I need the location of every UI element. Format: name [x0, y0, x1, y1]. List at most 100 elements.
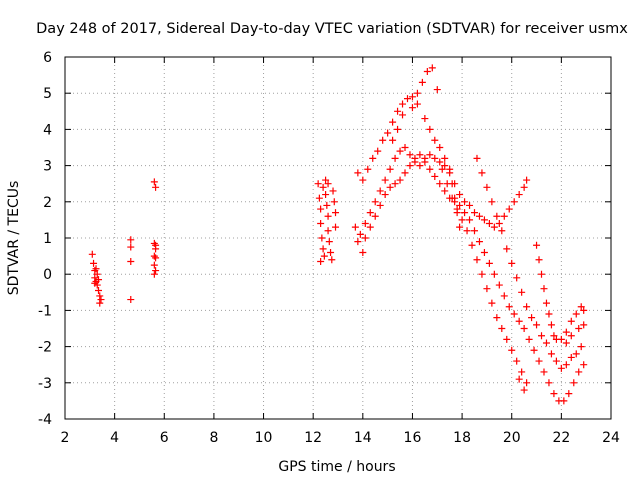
- x-tick-label: 20: [503, 430, 521, 446]
- data-point: [96, 299, 104, 307]
- data-point: [493, 314, 501, 322]
- data-point: [530, 346, 538, 354]
- data-point: [441, 162, 449, 170]
- data-point: [93, 270, 101, 278]
- data-point: [97, 296, 105, 304]
- data-point: [443, 180, 451, 188]
- data-point: [371, 198, 379, 206]
- data-point: [327, 248, 335, 256]
- chart-title: Day 248 of 2017, Sidereal Day-to-day VTE…: [36, 21, 628, 37]
- data-point: [473, 154, 481, 162]
- data-point: [540, 285, 548, 293]
- x-tick-label: 14: [354, 430, 372, 446]
- data-point: [560, 397, 568, 405]
- data-point: [471, 227, 478, 235]
- data-point: [386, 165, 394, 173]
- data-point: [152, 183, 160, 191]
- data-point: [317, 220, 325, 228]
- data-point: [483, 285, 491, 293]
- data-point: [542, 339, 550, 347]
- data-point: [471, 209, 478, 217]
- data-point: [500, 292, 508, 300]
- data-point: [394, 107, 402, 115]
- data-point: [421, 115, 429, 123]
- data-point: [515, 317, 523, 325]
- x-tick-label: 24: [602, 430, 620, 446]
- data-point: [515, 375, 523, 383]
- data-point: [525, 335, 533, 343]
- data-point: [475, 238, 483, 246]
- data-point: [127, 258, 135, 266]
- data-point: [421, 158, 429, 166]
- data-point: [389, 118, 397, 126]
- data-point: [379, 136, 387, 144]
- data-point: [396, 176, 404, 184]
- data-point: [557, 335, 565, 343]
- data-point: [127, 296, 135, 304]
- data-point: [580, 306, 588, 314]
- data-point: [320, 252, 328, 260]
- data-point: [322, 176, 330, 184]
- data-point: [366, 223, 374, 231]
- data-point: [520, 386, 528, 394]
- data-point: [441, 187, 449, 195]
- data-point: [408, 93, 416, 101]
- data-point: [466, 216, 474, 224]
- data-point: [538, 332, 546, 340]
- data-point: [503, 335, 511, 343]
- data-point: [456, 201, 464, 209]
- data-point: [515, 191, 523, 199]
- data-point: [150, 270, 158, 278]
- x-axis-label: GPS time / hours: [278, 459, 395, 475]
- data-point: [315, 194, 323, 202]
- data-point: [488, 299, 496, 307]
- data-point: [542, 299, 550, 307]
- y-tick-label: -2: [38, 340, 52, 356]
- data-point: [480, 216, 488, 224]
- data-point: [483, 183, 491, 191]
- data-point: [456, 191, 464, 199]
- data-point: [575, 368, 583, 376]
- y-tick-label: 5: [43, 86, 52, 102]
- data-point: [565, 390, 573, 398]
- data-point: [510, 310, 518, 318]
- data-point: [478, 169, 486, 177]
- data-point: [508, 346, 516, 354]
- data-point: [150, 178, 158, 186]
- data-point: [495, 281, 503, 289]
- data-point: [314, 180, 322, 188]
- x-tick-label: 8: [209, 430, 218, 446]
- data-point: [533, 241, 541, 249]
- data-point: [92, 265, 100, 273]
- data-point: [498, 227, 506, 235]
- data-point: [371, 212, 379, 220]
- data-point: [317, 205, 325, 213]
- data-point: [451, 198, 459, 206]
- y-tick-label: 3: [43, 159, 52, 175]
- data-point: [418, 78, 426, 86]
- data-point: [500, 212, 508, 220]
- data-point: [493, 212, 501, 220]
- data-point: [401, 144, 409, 151]
- data-point: [518, 368, 526, 376]
- data-point: [533, 321, 541, 329]
- data-point: [433, 86, 441, 94]
- data-point: [376, 201, 384, 209]
- data-point: [332, 223, 340, 231]
- data-point: [411, 154, 419, 162]
- x-tick-label: 12: [304, 430, 322, 446]
- data-point: [381, 191, 389, 199]
- data-point: [505, 205, 513, 213]
- data-point: [330, 198, 338, 206]
- data-point: [408, 104, 416, 112]
- data-point: [577, 343, 585, 351]
- data-point: [463, 227, 471, 235]
- data-point: [394, 125, 402, 133]
- y-tick-label: 0: [43, 267, 52, 283]
- data-point: [490, 270, 498, 278]
- data-point: [324, 180, 332, 188]
- data-point: [498, 325, 506, 332]
- data-point: [523, 303, 531, 311]
- y-tick-label: -3: [38, 376, 52, 392]
- data-point: [399, 100, 407, 108]
